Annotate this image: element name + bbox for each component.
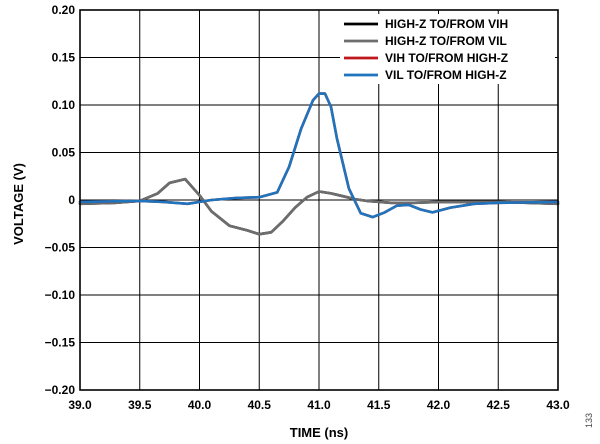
legend-label: HIGH-Z TO/FROM VIH: [385, 17, 508, 31]
legend: HIGH-Z TO/FROM VIH HIGH-Z TO/FROM VIL VIH …: [340, 14, 555, 84]
x-tick-labels: 39.0 39.5 40.0 40.5 41.0 41.5 42.0 42.5 43.0: [68, 398, 570, 412]
series-layer: [78, 92, 560, 236]
y-tick-label: −0.05: [45, 241, 76, 255]
y-tick-label: −0.15: [45, 336, 76, 350]
y-tick-label: −0.10: [45, 288, 76, 302]
x-tick-label: 43.0: [546, 398, 570, 412]
y-tick-label: 0.05: [52, 146, 76, 160]
y-axis-title: VOLTAGE (V): [11, 163, 26, 245]
series-line: [78, 177, 560, 236]
x-tick-label: 40.0: [188, 398, 212, 412]
plot-frame: [79, 9, 559, 391]
y-tick-label: 0.15: [52, 51, 76, 65]
x-tick-label: 39.0: [68, 398, 92, 412]
x-tick-label: 41.5: [367, 398, 391, 412]
x-tick-label: 40.5: [248, 398, 272, 412]
y-tick-label: −0.20: [45, 383, 76, 397]
x-tick-label: 42.0: [427, 398, 451, 412]
x-axis-title: TIME (ns): [290, 425, 349, 440]
legend-label: VIL TO/FROM HIGH-Z: [385, 68, 507, 82]
legend-background: [340, 14, 555, 84]
y-tick-label: 0: [68, 193, 75, 207]
y-tick-labels: 0.20 0.15 0.10 0.05 0 −0.05 −0.10 −0.15 −0.20: [45, 3, 76, 397]
x-tick-label: 42.5: [487, 398, 511, 412]
legend-label: HIGH-Z TO/FROM VIL: [385, 34, 507, 48]
x-tick-label: 39.5: [128, 398, 152, 412]
series-line: [78, 92, 560, 219]
x-tick-label: 41.0: [307, 398, 331, 412]
y-tick-label: 0.10: [52, 98, 76, 112]
legend-label: VIH TO/FROM HIGH-Z: [385, 51, 508, 65]
y-tick-label: 0.20: [52, 3, 76, 17]
figure-id: 133: [584, 413, 594, 428]
